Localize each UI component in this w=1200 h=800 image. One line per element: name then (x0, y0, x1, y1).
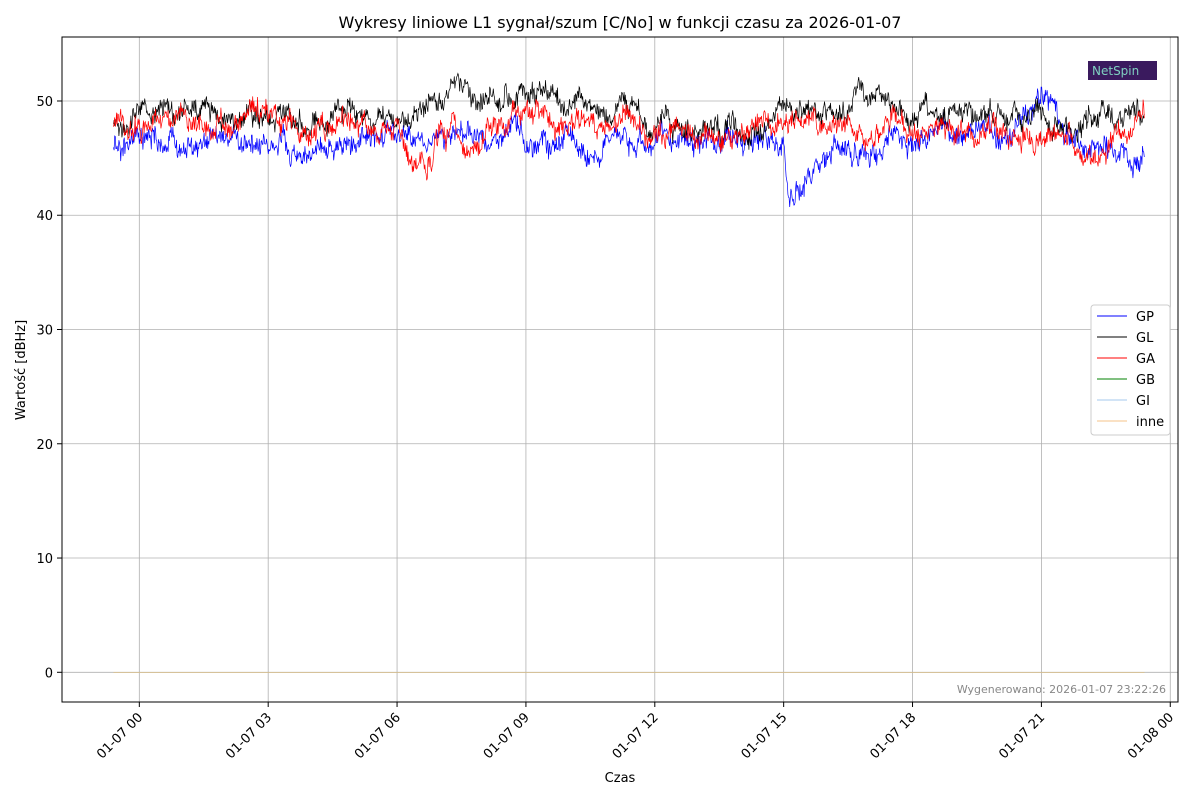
legend-label-inne: inne (1136, 415, 1164, 430)
x-tick-label: 01-08 00 (1125, 710, 1177, 762)
x-tick-label: 01-07 03 (223, 710, 275, 762)
legend-label-gp: GP (1136, 310, 1154, 325)
series-line-gp (113, 86, 1145, 208)
axis-ticks: 01-07 00 01-07 03 01-07 06 01-07 09 01-07 12… (36, 95, 1177, 762)
y-tick-label: 40 (36, 209, 53, 224)
x-tick-label: 01-07 15 (739, 710, 791, 762)
y-tick-label: 10 (36, 552, 53, 567)
y-tick-label: 50 (36, 95, 53, 110)
x-tick-label: 01-07 09 (481, 710, 533, 762)
x-tick-label: 01-07 18 (867, 710, 919, 762)
series-line-ga (113, 96, 1145, 181)
logo-text: NetSpin (1092, 64, 1139, 78)
x-tick-label: 01-07 21 (996, 710, 1048, 762)
plot-frame (61, 36, 1179, 703)
legend-label-gi: GI (1136, 394, 1150, 409)
x-tick-label: 01-07 00 (94, 710, 146, 762)
series-lines (113, 72, 1145, 673)
x-tick-label: 01-07 06 (352, 710, 404, 762)
y-tick-label: 20 (36, 438, 53, 453)
x-axis-label: Czas (605, 771, 636, 786)
y-tick-label: 30 (36, 324, 53, 339)
chart-title: Wykresy liniowe L1 sygnał/szum [C/No] w … (339, 13, 902, 32)
netspin-logo: NetSpin (1088, 61, 1157, 80)
legend-label-ga: GA (1136, 352, 1155, 367)
y-tick-label: 0 (45, 666, 53, 681)
legend: GP GL GA GB GI inne (1090, 304, 1171, 436)
legend-label-gb: GB (1136, 373, 1155, 388)
x-tick-label: 01-07 12 (610, 710, 662, 762)
y-axis-label: Wartość [dBHz] (14, 320, 29, 420)
generated-timestamp: Wygenerowano: 2026-01-07 23:22:26 (957, 683, 1166, 696)
legend-label-gl: GL (1136, 331, 1154, 346)
